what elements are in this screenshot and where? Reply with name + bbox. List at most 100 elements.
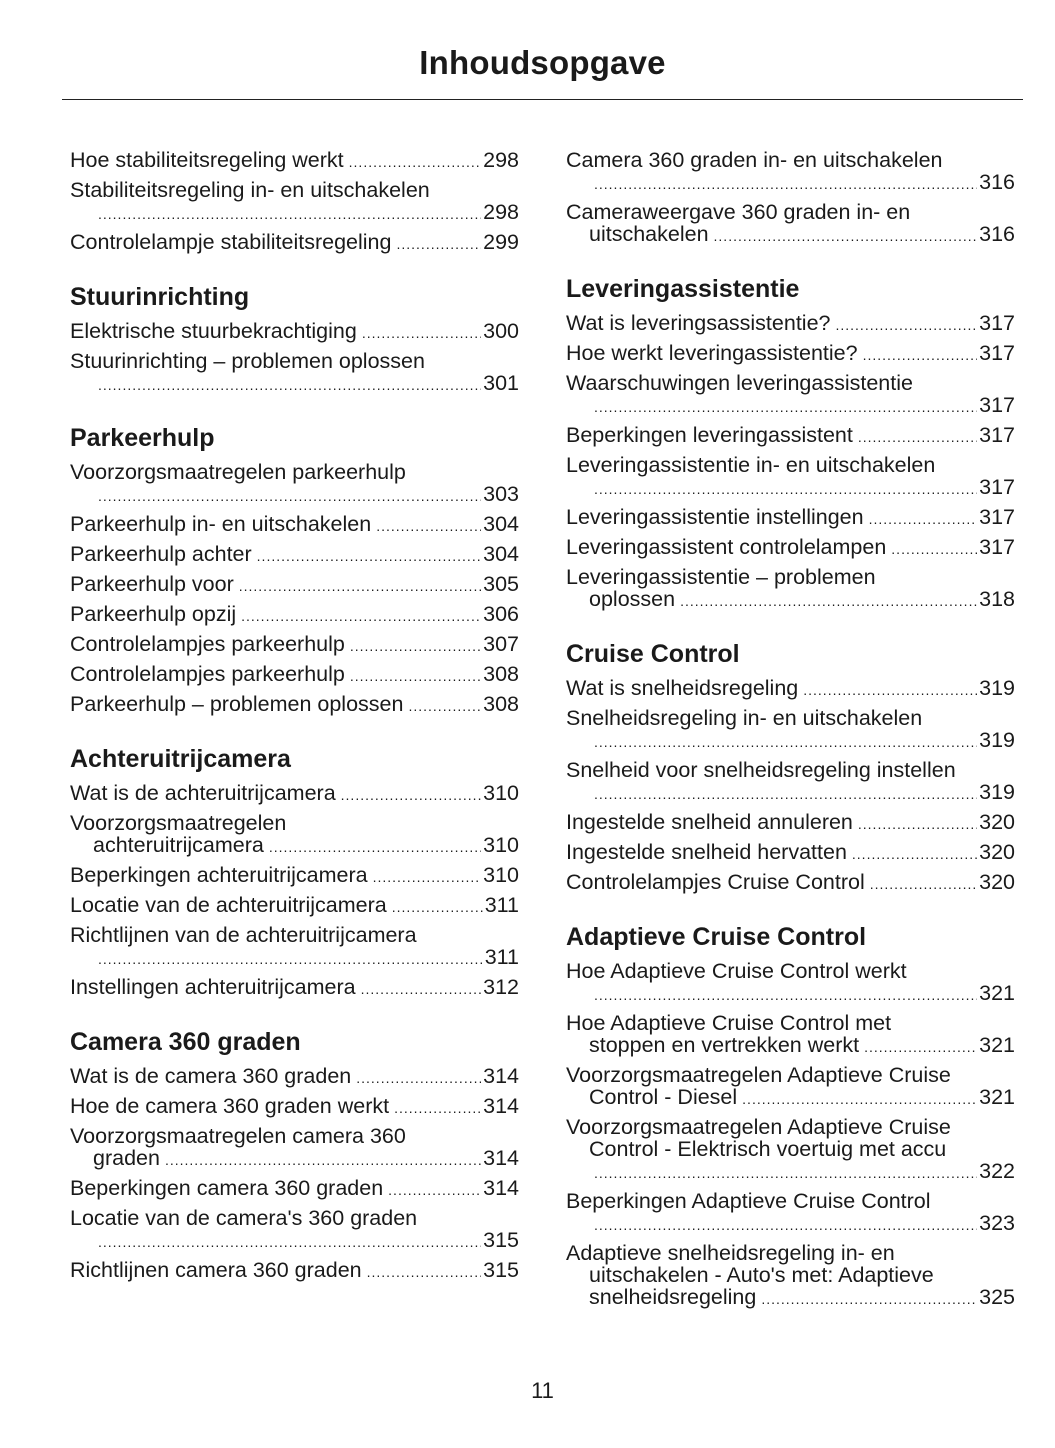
toc-entry[interactable]: Locatie van de achteruitrijcamera.......… (70, 894, 519, 916)
dot-leader: ........................................… (98, 1234, 481, 1250)
toc-entry[interactable]: Wat is de achteruitrijcamera............… (70, 782, 519, 804)
toc-entry[interactable]: Parkeerhulp achter......................… (70, 543, 519, 565)
toc-entry[interactable]: Beperkingen leveringassistent...........… (566, 424, 1015, 446)
entry-page-number: 317 (979, 535, 1015, 559)
toc-entry[interactable]: Cameraweergave 360 graden in- en uitschak… (566, 201, 1015, 245)
entry-leader-line: Beperkingen leveringassistent...........… (566, 424, 1015, 446)
toc-entry[interactable]: Locatie van de camera's 360 graden......… (70, 1207, 519, 1251)
dot-leader: ........................................… (862, 347, 978, 363)
toc-section: Stuurinrichting Elektrische stuurbekracht… (70, 282, 519, 394)
dot-leader: ........................................… (594, 1217, 977, 1233)
toc-entry[interactable]: Snelheid voor snelheidsregeling instelle… (566, 759, 1015, 803)
toc-entry[interactable]: Voorzorgsmaatregelen camera 360 graden...… (70, 1125, 519, 1169)
toc-entry[interactable]: Parkeerhulp opzij.......................… (70, 603, 519, 625)
toc-entry[interactable]: Richtlijnen van de achteruitrijcamera...… (70, 924, 519, 968)
entry-title-text: Elektrische stuurbekrachtiging (70, 319, 357, 343)
entry-leader-line: ........................................… (566, 171, 1015, 193)
dot-leader: ........................................… (868, 511, 978, 527)
entry-title-line: Locatie van de camera's 360 graden (70, 1206, 418, 1230)
toc-entry[interactable]: Hoe Adaptieve Cruise Control werkt......… (566, 960, 1015, 1004)
entry-title-line: Cameraweergave 360 graden in- en (566, 200, 911, 224)
toc-entry[interactable]: Leveringassistentie – problemen oplossen.… (566, 566, 1015, 610)
toc-entry[interactable]: Controlelampjes parkeerhulp.............… (70, 633, 519, 655)
entry-title-line: Voorzorgsmaatregelen parkeerhulp (70, 460, 406, 484)
toc-entry[interactable]: Waarschuwingen leveringassistentie......… (566, 372, 1015, 416)
entry-leader-line: Wat is de achteruitrijcamera............… (70, 782, 519, 804)
dot-leader: ........................................… (864, 1039, 978, 1055)
toc-entry[interactable]: Beperkingen camera 360 graden...........… (70, 1177, 519, 1199)
entry-title-text: uitschakelen (589, 222, 709, 246)
toc-entry[interactable]: Leveringassistent controlelampen........… (566, 536, 1015, 558)
entry-leader-line: Controlelampjes parkeerhulp.............… (70, 633, 519, 655)
toc-entry[interactable]: Richtlijnen camera 360 graden...........… (70, 1259, 519, 1281)
toc-entry[interactable]: Wat is leveringsassistentie?............… (566, 312, 1015, 334)
dot-leader: ........................................… (366, 1264, 482, 1280)
toc-entry[interactable]: Controlelampjes parkeerhulp.............… (70, 663, 519, 685)
entry-page-number: 321 (979, 981, 1015, 1005)
entry-title-line: Voorzorgsmaatregelen Adaptieve Cruise (566, 1115, 951, 1139)
toc-entry[interactable]: Wat is de camera 360 graden.............… (70, 1065, 519, 1087)
entry-page-number: 310 (483, 833, 519, 857)
entry-title-text: Richtlijnen camera 360 graden (70, 1258, 362, 1282)
toc-entry[interactable]: Stabiliteitsregeling in- en uitschakelen… (70, 179, 519, 223)
entry-page-number: 304 (483, 512, 519, 536)
entry-title-text: graden (93, 1146, 160, 1170)
entry-title-line: Stuurinrichting – problemen oplossen (70, 349, 425, 373)
toc-entry[interactable]: Hoe Adaptieve Cruise Control met stoppen … (566, 1012, 1015, 1056)
section-heading: Parkeerhulp (70, 424, 215, 452)
toc-entry[interactable]: Wat is snelheidsregeling................… (566, 677, 1015, 699)
toc-entry[interactable]: Snelheidsregeling in- en uitschakelen...… (566, 707, 1015, 751)
toc-entry[interactable]: Hoe de camera 360 graden werkt..........… (70, 1095, 519, 1117)
section-heading: Leveringassistentie (566, 275, 800, 303)
toc-entry[interactable]: Stuurinrichting – problemen oplossen....… (70, 350, 519, 394)
toc-entry[interactable]: Hoe stabiliteitsregeling werkt..........… (70, 149, 519, 171)
toc-entry[interactable]: Parkeerhulp – problemen oplossen........… (70, 693, 519, 715)
entry-leader-line: Parkeerhulp voor........................… (70, 573, 519, 595)
toc-entry[interactable]: Ingestelde snelheid hervatten...........… (566, 841, 1015, 863)
entry-page-number: 317 (979, 505, 1015, 529)
toc-entry[interactable]: Controlelampjes Cruise Control..........… (566, 871, 1015, 893)
dot-leader: ........................................… (851, 846, 977, 862)
toc-entry[interactable]: Instellingen achteruitrijcamera.........… (70, 976, 519, 998)
toc-entry[interactable]: Hoe werkt leveringassistentie?..........… (566, 342, 1015, 364)
entry-leader-line: Leveringassistentie instellingen........… (566, 506, 1015, 528)
toc-entry[interactable]: Leveringassistentie in- en uitschakelen.… (566, 454, 1015, 498)
toc-entry[interactable]: Camera 360 graden in- en uitschakelen...… (566, 149, 1015, 193)
toc-entry[interactable]: Parkeerhulp in- en uitschakelen.........… (70, 513, 519, 535)
toc-entry[interactable]: Voorzorgsmaatregelen Adaptieve Cruise Con… (566, 1064, 1015, 1108)
entry-leader-line: Beperkingen achteruitrijcamera..........… (70, 864, 519, 886)
entry-page-number: 318 (979, 587, 1015, 611)
dot-leader: ........................................… (835, 317, 978, 333)
entry-title-line: Beperkingen Adaptieve Cruise Control (566, 1189, 931, 1213)
toc-entry[interactable]: Adaptieve snelheidsregeling in- en uitsch… (566, 1242, 1015, 1308)
entry-title-text: oplossen (589, 587, 676, 611)
entry-page-number: 306 (483, 602, 519, 626)
toc-entry[interactable]: Voorzorgsmaatregelen achteruitrijcamera..… (70, 812, 519, 856)
toc-entry[interactable]: Parkeerhulp voor........................… (70, 573, 519, 595)
dot-leader: ........................................… (761, 1291, 977, 1307)
entry-page-number: 317 (979, 341, 1015, 365)
entry-title-text: Controlelampjes parkeerhulp (70, 662, 345, 686)
entry-leader-line: Controlelampjes parkeerhulp.............… (70, 663, 519, 685)
toc-entry[interactable]: Beperkingen achteruitrijcamera..........… (70, 864, 519, 886)
dot-leader: ........................................… (98, 951, 483, 967)
dot-leader: ........................................… (349, 668, 481, 684)
entry-title-text: Leveringassistent controlelampen (566, 535, 887, 559)
entry-leader-line: Instellingen achteruitrijcamera.........… (70, 976, 519, 998)
entry-leader-line: Hoe stabiliteitsregeling werkt..........… (70, 149, 519, 171)
entry-title-text: achteruitrijcamera (93, 833, 264, 857)
toc-entry[interactable]: Elektrische stuurbekrachtiging..........… (70, 320, 519, 342)
entry-page-number: 298 (483, 200, 519, 224)
toc-entry[interactable]: Controlelampje stabiliteitsregeling.....… (70, 231, 519, 253)
dot-leader: ........................................… (594, 176, 977, 192)
toc-entry[interactable]: Voorzorgsmaatregelen Adaptieve Cruise Con… (566, 1116, 1015, 1182)
entry-title-line: uitschakelen - Auto's met: Adaptieve (589, 1263, 934, 1287)
toc-entry[interactable]: Beperkingen Adaptieve Cruise Control....… (566, 1190, 1015, 1234)
dot-leader: ........................................… (256, 548, 482, 564)
toc-entry[interactable]: Leveringassistentie instellingen........… (566, 506, 1015, 528)
toc-entry[interactable]: Ingestelde snelheid annuleren...........… (566, 811, 1015, 833)
entry-page-number: 314 (483, 1094, 519, 1118)
entry-page-number: 311 (484, 893, 519, 917)
toc-entry[interactable]: Voorzorgsmaatregelen parkeerhulp........… (70, 461, 519, 505)
entry-leader-line: snelheidsregeling.......................… (566, 1286, 1015, 1308)
